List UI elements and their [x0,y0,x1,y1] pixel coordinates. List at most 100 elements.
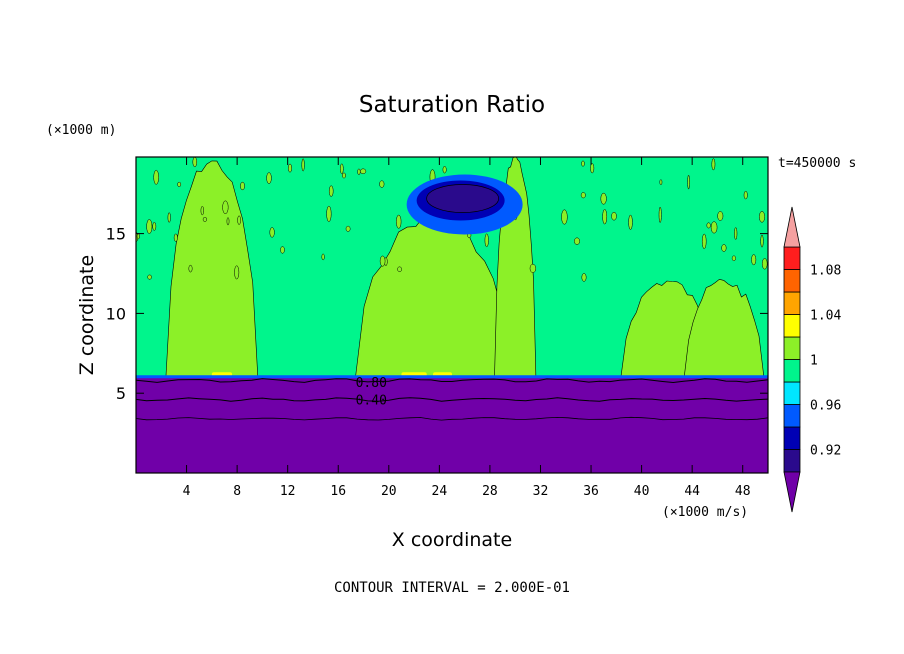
small-cell [202,217,207,222]
small-cell [658,206,662,223]
small-cell [153,169,159,185]
small-cell [561,209,568,225]
colorbar: 0.92 0.96 1 1.04 1.08 [783,206,841,513]
x-tick-label: 48 [735,484,751,499]
filled-contours [136,157,768,473]
small-cell [321,253,325,261]
x-axis-label: X coordinate [392,529,512,551]
small-cell [357,168,361,175]
colorbar-tick-label: 0.92 [810,444,841,459]
small-cell [574,237,580,245]
small-cell [222,200,229,215]
small-cell [146,219,153,234]
small-cell [237,215,241,225]
small-cell [269,227,275,238]
plot-area [136,157,768,473]
contour-line [136,397,768,402]
small-cell [711,158,716,171]
x-tick-label: 40 [634,484,650,499]
x-tick-label: 12 [280,484,296,499]
small-cell [759,211,765,223]
supersaturated-tower [165,160,259,378]
colorbar-tick-label: 1.08 [810,264,841,279]
x-tick-label: 4 [183,484,191,499]
small-cell [360,168,367,175]
small-cell [710,221,718,234]
small-cell [581,273,587,282]
small-cell [600,192,607,205]
small-cell [687,174,690,190]
small-cell [760,234,764,248]
colorbar-segment [783,404,801,428]
small-cell [396,214,402,229]
small-cell [581,160,585,167]
y-axis-ticks: 5 10 15 [106,225,768,403]
layer-edge [136,375,768,379]
colorbar-segment [783,336,801,360]
small-cell [580,192,586,199]
small-cell [173,233,178,242]
small-cell [226,217,230,226]
small-cell [731,255,736,262]
colorbar-segment [783,269,801,293]
small-cell [192,157,198,168]
x-tick-label: 32 [533,484,549,499]
contour-line [136,378,768,384]
colorbar-segment [783,314,801,338]
x-tick-label: 28 [482,484,498,499]
small-cell [328,185,334,197]
small-cell [659,179,663,185]
y-tick-label: 15 [106,225,126,244]
plot-frame [135,156,769,474]
contour-line [136,416,768,421]
small-cell [240,181,245,191]
small-cell [301,158,305,172]
small-cell [397,266,402,273]
small-cell [136,233,140,240]
small-cell [266,172,272,184]
small-cell [721,244,727,252]
x-tick-label: 36 [583,484,599,499]
small-cell [751,254,757,266]
colorbar-tick-label: 0.96 [810,399,841,414]
small-cell [379,255,386,267]
small-cell [442,166,447,174]
colorbar-segment [783,449,801,473]
small-cell [188,264,193,273]
supersaturated-tower [683,278,764,378]
colorbar-segment [783,426,801,450]
x-axis-ticks: 4 8 12 16 20 24 28 32 36 40 44 48 [183,157,751,499]
dry-patch-core [426,184,499,213]
colorbar-segment [783,291,801,315]
chart-title: Saturation Ratio [359,92,545,118]
colorbar-over-arrow [783,206,801,248]
time-label: t=450000 s [778,156,856,171]
small-cell [717,211,724,221]
colorbar-under-arrow [783,471,801,513]
small-cell [345,225,351,232]
small-cell [234,265,240,280]
small-cell [484,233,489,248]
small-cell [288,163,292,173]
contour-labels: 0.80 0.40 [356,376,387,409]
x-tick-label: 44 [684,484,700,499]
small-cell [701,233,707,250]
small-cell [734,227,738,240]
small-cell [743,190,748,200]
y-tick-label: 5 [116,384,126,403]
y-axis-label: Z coordinate [76,255,98,375]
y-unit-label: (×1000 m) [46,123,116,138]
small-cell [200,206,204,216]
contour-label: 0.40 [356,394,387,409]
small-cell [761,258,768,270]
small-cell [326,205,332,222]
colorbar-tick-label: 1.04 [810,309,841,324]
colorbar-segment [783,359,801,383]
small-cell [529,263,537,273]
small-cell [152,222,157,231]
contour-lines [136,378,768,421]
x-tick-label: 20 [381,484,397,499]
small-cell [340,163,344,175]
colorbar-segment [783,246,801,270]
